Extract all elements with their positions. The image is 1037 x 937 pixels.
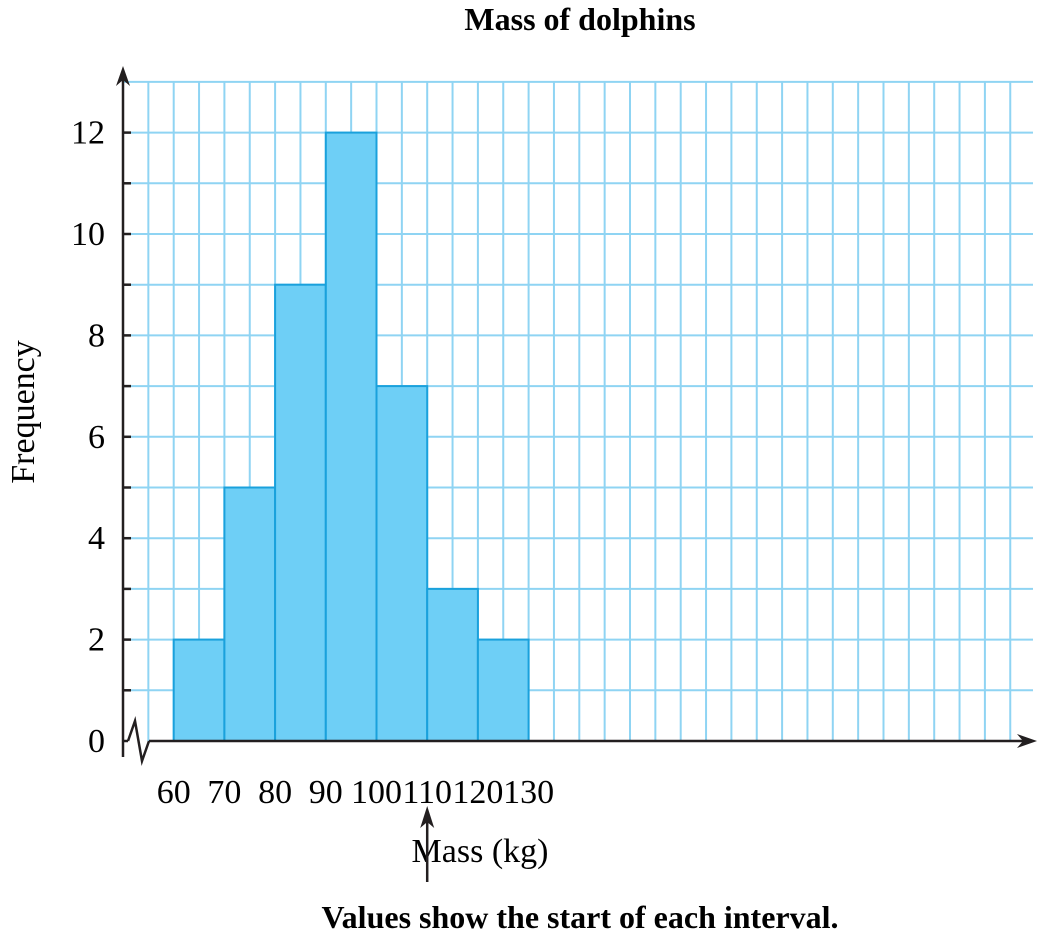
y-tick-label: 8 (88, 317, 105, 354)
chart-title: Mass of dolphins (464, 1, 695, 37)
x-tick-label: 90 (309, 774, 343, 811)
x-tick-label: 110 (402, 774, 452, 811)
x-axis-label: Mass (kg) (412, 833, 549, 870)
axes (116, 66, 1037, 766)
annotation-arrow (420, 806, 435, 882)
tick-labels: 0 2 4 6 8 10 12 60 70 80 90 100 110 120 130 (71, 115, 554, 811)
annotation-arrow-head (420, 806, 435, 828)
y-tick-label: 10 (71, 216, 105, 253)
annotation-note: Values show the start of each interval. (322, 899, 839, 935)
y-tick-label: 2 (88, 622, 105, 659)
histogram-bar (324, 131, 378, 743)
histogram-bar (223, 486, 277, 742)
y-axis-label: Frequency (5, 340, 42, 484)
x-tick-label: 60 (157, 774, 191, 811)
y-tick-label: 4 (88, 520, 105, 557)
y-tick-label: 0 (88, 723, 105, 760)
x-axis-break (126, 716, 151, 766)
x-axis-arrow (1017, 734, 1037, 748)
x-tick-label: 100 (351, 774, 402, 811)
x-tick-label: 80 (258, 774, 292, 811)
histogram-bar (375, 385, 429, 742)
histogram-bar (476, 638, 530, 742)
x-tick-label: 130 (503, 774, 554, 811)
histogram-bar (274, 283, 327, 742)
x-tick-label: 120 (452, 774, 503, 811)
histogram-bars (172, 131, 530, 743)
histogram-bar (426, 587, 479, 743)
histogram-bar (172, 638, 226, 742)
x-tick-label: 70 (207, 774, 241, 811)
y-axis-arrow (116, 66, 130, 86)
y-tick-label: 12 (71, 115, 105, 152)
y-tick-label: 6 (88, 419, 105, 456)
